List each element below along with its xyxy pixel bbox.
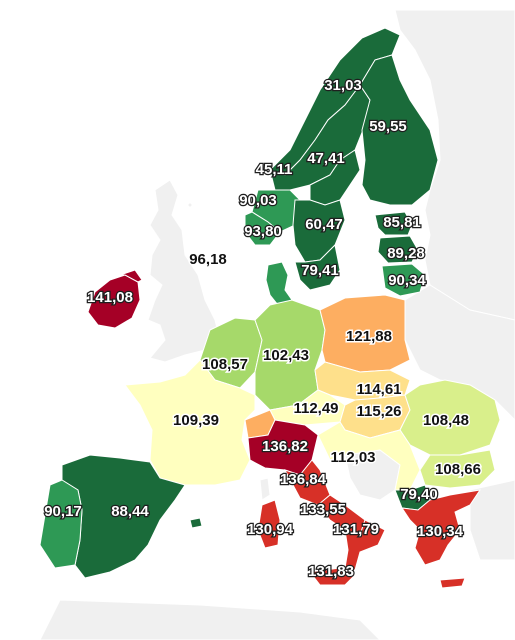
region-greek-islands[interactable] [439, 577, 466, 589]
value-labels: 31,03 59,55 45,11 47,41 90,03 93,80 60,4… [43, 76, 482, 582]
label-sweden-north: 45,11 [256, 161, 293, 178]
label-czechia-slovakia: 114,61 [356, 381, 401, 398]
label-denmark: 79,41 [301, 262, 339, 279]
label-poland: 121,88 [346, 328, 392, 345]
turkey-land [469, 479, 515, 561]
label-spain: 88,44 [111, 503, 149, 520]
label-greece: 130,34 [417, 523, 464, 540]
label-sardinia: 130,94 [247, 521, 294, 538]
region-italy-central[interactable] [283, 459, 331, 506]
label-uk: 96,18 [189, 251, 227, 268]
label-bulgaria: 108,66 [435, 461, 481, 478]
label-italy-calabria: 131,79 [333, 521, 379, 538]
region-latvia[interactable] [377, 235, 419, 264]
region-lithuania[interactable] [381, 263, 426, 297]
region-estonia[interactable] [374, 211, 413, 236]
label-estonia: 85,81 [383, 214, 421, 231]
label-lithuania: 90,34 [388, 272, 426, 289]
label-germany: 102,43 [263, 347, 309, 364]
label-netherlands-belgium: 108,57 [202, 356, 248, 373]
region-portugal[interactable] [39, 479, 83, 569]
label-italy-south: 133,55 [300, 501, 346, 518]
label-latvia: 89,28 [387, 245, 425, 262]
region-croatia-balkans[interactable] [317, 421, 421, 491]
region-sicily[interactable] [309, 567, 356, 586]
label-sicily: 131,83 [308, 563, 354, 580]
label-norway-south: 90,03 [239, 192, 277, 209]
label-italy-north: 136,82 [262, 438, 308, 455]
region-balearic[interactable] [189, 517, 203, 529]
label-portugal: 90,17 [44, 503, 82, 520]
region-bulgaria[interactable] [419, 449, 496, 489]
label-finland: 59,55 [369, 118, 407, 135]
region-denmark[interactable] [265, 261, 293, 306]
label-austria: 112,49 [293, 400, 338, 417]
region-ireland[interactable] [87, 274, 141, 329]
region-finland[interactable] [359, 54, 439, 206]
region-poland[interactable] [319, 294, 411, 373]
data-regions [39, 27, 501, 589]
great-britain-land [147, 179, 221, 363]
label-norway-southwest: 93,80 [244, 223, 282, 240]
label-hungary: 115,26 [356, 403, 401, 420]
region-norway-southwest[interactable] [244, 211, 281, 246]
label-italy-central: 136,84 [280, 471, 327, 488]
north-africa-land [39, 599, 381, 640]
label-sweden-mid: 47,41 [307, 150, 345, 167]
label-north-macedonia: 79,40 [400, 486, 438, 503]
non-data-land [39, 9, 515, 640]
label-france: 109,39 [173, 412, 219, 429]
region-italy-calabria[interactable] [344, 519, 386, 571]
label-romania: 108,48 [423, 412, 469, 429]
label-croatia-balkans: 112,03 [330, 449, 375, 466]
region-sweden-southmost[interactable] [294, 243, 341, 291]
label-ireland: 141,08 [87, 289, 133, 306]
corsica-land [259, 477, 271, 501]
faroe-islands-land [187, 202, 193, 208]
label-norway: 31,03 [324, 77, 362, 94]
region-greece[interactable] [400, 489, 482, 566]
region-france[interactable] [124, 359, 256, 486]
label-sweden-south: 60,47 [305, 216, 343, 233]
region-sardinia[interactable] [257, 499, 281, 549]
region-northern-ireland[interactable] [119, 269, 143, 283]
